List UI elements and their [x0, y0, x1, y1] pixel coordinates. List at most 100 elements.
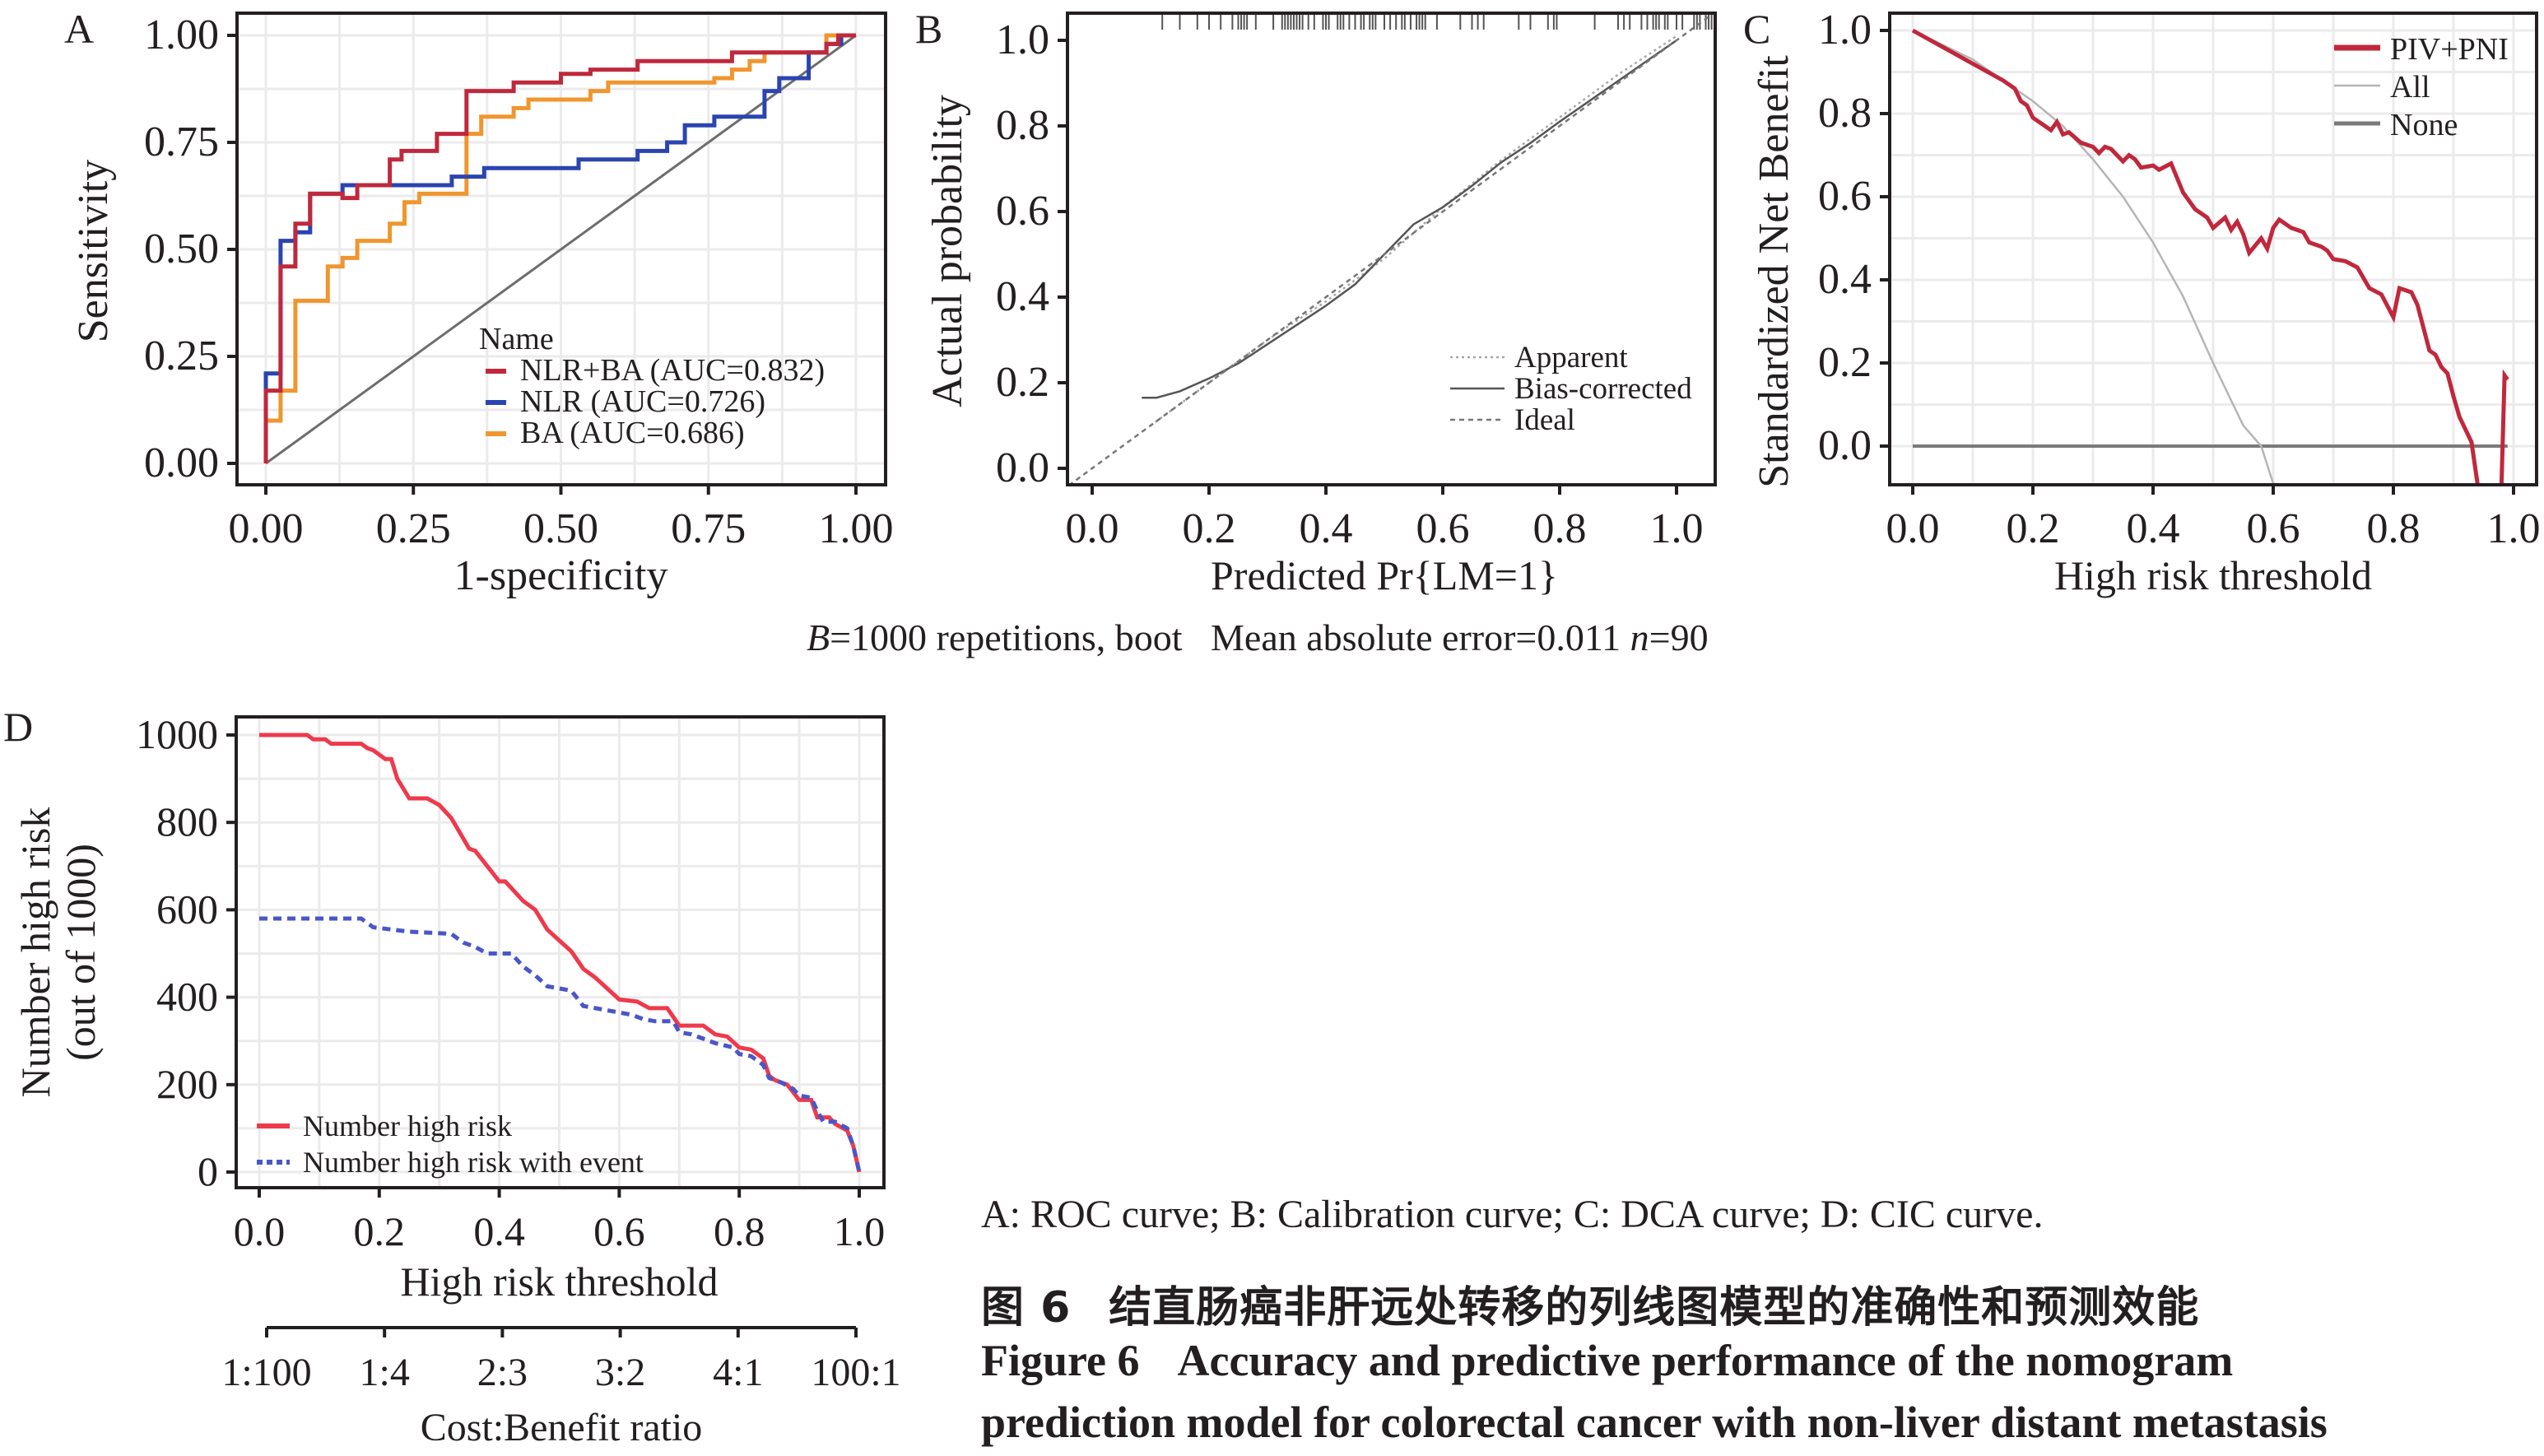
legend-label: PIV+PNI: [2390, 32, 2509, 67]
caption-cn-title: 结直肠癌非肝远处转移的列线图模型的准确性和预测效能: [1109, 1283, 2200, 1333]
plot-area: [237, 13, 886, 485]
y-tick-label: 0.4: [1818, 256, 1872, 303]
cost-benefit-tick-label: 1:100: [221, 1351, 311, 1394]
calibration-footnote: B=1000 repetitions, boot Mean absolute e…: [807, 616, 1709, 658]
y-tick-label: 600: [156, 886, 218, 932]
x-tick-label: 0.0: [234, 1208, 286, 1254]
cost-benefit-tick-label: 2:3: [477, 1351, 528, 1394]
y-tick-label: 0.50: [144, 226, 219, 272]
panel-d-label: D: [3, 704, 33, 750]
caption-chinese: 图 6 结直肠癌非肝远处转移的列线图模型的准确性和预测效能: [981, 1272, 2199, 1334]
legend-label: Bias-corrected: [1514, 372, 1692, 406]
plot-area: [236, 717, 884, 1188]
plot-area: [1067, 13, 1715, 485]
y-tick-label: 200: [156, 1061, 218, 1107]
x-tick-label: 0.8: [714, 1208, 765, 1254]
legend-label: None: [2390, 108, 2458, 142]
x-tick-label: 0.25: [376, 505, 451, 552]
x-tick-label: 0.75: [671, 505, 746, 552]
y-tick-label: 0.0: [1818, 422, 1872, 469]
x-tick-label: 1.0: [834, 1208, 886, 1254]
legend-title: Name: [479, 322, 554, 356]
footnote-n-text: =90: [1649, 616, 1709, 658]
legend-label: NLR+BA (AUC=0.832): [520, 353, 825, 388]
y-tick-label: 800: [156, 798, 218, 844]
x-tick-label: 1.0: [2487, 505, 2541, 552]
x-tick-label: 0.2: [2007, 505, 2060, 552]
y-tick-label: 0.4: [996, 273, 1049, 320]
caption-english-line1: Figure 6 Accuracy and predictive performa…: [981, 1335, 2233, 1386]
y-tick-label: 0.2: [1818, 339, 1872, 386]
footnote-b-text: =1000 repetitions, boot Mean absolute er…: [830, 616, 1630, 658]
panel-c-label: C: [1743, 6, 1770, 52]
caption-en-label: Figure 6: [981, 1336, 1140, 1385]
x-tick-label: 0.8: [1533, 505, 1587, 552]
cost-benefit-tick-label: 100:1: [811, 1351, 900, 1394]
x-tick-label: 0.6: [1416, 505, 1470, 552]
footnote-b-symbol: B: [807, 616, 830, 658]
x-tick-label: 0.2: [354, 1208, 406, 1254]
calibration-line-apparent: [1150, 35, 1677, 427]
y-axis-label: Sensitivity: [70, 160, 117, 342]
y-tick-label: 0.00: [144, 440, 219, 486]
y-tick-label: 0.8: [996, 102, 1049, 149]
x-tick-label: 0.00: [229, 505, 304, 552]
dca-line-piv-pni-tail: [2499, 369, 2509, 484]
plot-frame: [1888, 12, 2538, 486]
y-tick-label: 400: [156, 974, 218, 1020]
panel-b-calibration-chart: B 0.0 0.2 0.4 0.6 0.8 1.0 0.0 0.2 0.4 0.6 0.8 1.0 Pr…: [915, 6, 1717, 598]
cost-benefit-tick-label: 4:1: [713, 1351, 763, 1394]
dca-line-all: [1912, 29, 2275, 484]
legend-label: Apparent: [1514, 341, 1628, 374]
legend-label: Ideal: [1514, 403, 1575, 437]
dca-line-piv-pni: [1911, 28, 2480, 484]
x-tick-label: 0.4: [2127, 505, 2180, 552]
caption-english-line2: prediction model for colorectal cancer w…: [981, 1398, 2328, 1447]
caption-panel-legend: A: ROC curve; B: Calibration curve; C: D…: [981, 1193, 2044, 1236]
roc-series-line-red: [263, 33, 856, 463]
x-axis-label: 1-specificity: [454, 552, 668, 599]
x-tick-label: 0.50: [523, 505, 598, 552]
panel-a-label: A: [64, 6, 94, 52]
x-tick-label: 0.4: [473, 1208, 525, 1254]
y-axis-label-line1: Number high risk: [12, 807, 58, 1098]
legend-label: NLR (AUC=0.726): [520, 384, 765, 419]
legend-label: Number high risk with event: [303, 1146, 644, 1179]
y-axis-label: Standardized Net Benefit: [1751, 55, 1798, 488]
cic-line-number-high-risk-with-event: [259, 916, 862, 1173]
calibration-line-ideal: [1067, 13, 1713, 485]
panel-a-roc-chart: A 0.00 0.25 0.50 0.75 1.00 0.00 0.25 0.50 0.75 1.…: [64, 6, 894, 599]
x-axis-label: High risk threshold: [2054, 552, 2372, 598]
plot-frame: [1066, 12, 1717, 486]
x-tick-label: 0.0: [1066, 505, 1119, 552]
y-tick-label: 0: [198, 1148, 218, 1194]
y-tick-label: 0.0: [996, 444, 1049, 491]
y-tick-label: 1000: [136, 711, 218, 757]
cost-benefit-tick-label: 1:4: [360, 1351, 410, 1394]
panel-d-cic-chart: D 0.0 0.2 0.4 0.6 0.8 1.0 0 200 400 600 800 1000 Hig…: [3, 704, 901, 1449]
plot-frame: [235, 715, 886, 1189]
caption-cn-label: 图 6: [981, 1283, 1072, 1333]
y-tick-label: 0.2: [996, 359, 1049, 406]
x-axis-label: Predicted Pr{LM=1}: [1211, 552, 1558, 598]
x-tick-label: 0.6: [593, 1208, 645, 1254]
x-tick-label: 1.00: [819, 505, 894, 552]
caption-en-title-line1: Accuracy and predictive performance of t…: [1177, 1336, 2234, 1385]
panel-c-dca-chart: C 0.0 0.2 0.4 0.6 0.8 1.0 0.0 0.2 0.4 0.6 0.8 1.0 Hi…: [1743, 6, 2541, 598]
y-tick-label: 0.25: [144, 333, 219, 379]
y-tick-label: 0.6: [996, 188, 1049, 235]
y-tick-label: 0.75: [144, 119, 219, 165]
y-tick-label: 0.8: [1818, 90, 1872, 137]
legend-label: All: [2390, 70, 2430, 105]
y-tick-label: 0.6: [1818, 173, 1872, 220]
legend-label: BA (AUC=0.686): [520, 416, 745, 450]
panel-b-label: B: [915, 6, 942, 52]
x-tick-label: 1.0: [1650, 505, 1704, 552]
y-axis-label-line2: (out of 1000): [58, 844, 104, 1061]
footnote-n-symbol: n: [1630, 616, 1649, 658]
x-tick-label: 0.2: [1183, 505, 1236, 552]
x-tick-label: 0.6: [2247, 505, 2300, 552]
x-tick-label: 0.4: [1300, 505, 1353, 552]
y-tick-label: 1.00: [144, 12, 219, 58]
reference-diagonal-line: [265, 34, 857, 465]
